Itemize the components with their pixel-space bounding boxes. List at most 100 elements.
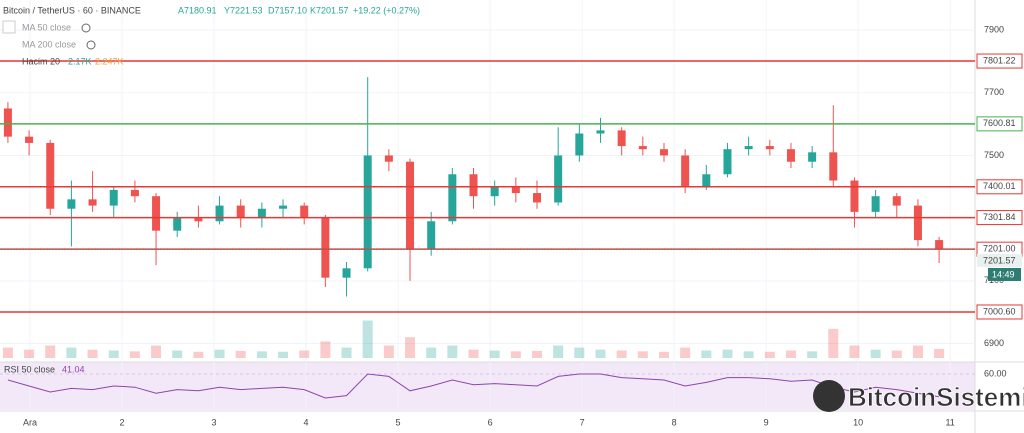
volume-bar: [870, 349, 881, 358]
volume-bar: [722, 349, 733, 358]
candle-body: [300, 205, 309, 219]
levels: 7801.22 7600.81 7400.01 7301.84 7201.00 7000.…: [0, 53, 1023, 320]
candle-body: [744, 146, 753, 150]
volume-bar: [108, 350, 119, 358]
y-tick-label: 7900: [984, 24, 1004, 34]
visibility-icon[interactable]: [81, 23, 91, 33]
candle-body: [659, 149, 668, 156]
candle-body: [935, 240, 944, 249]
y-tick-label: 7500: [984, 150, 1004, 160]
x-tick-label: 5: [396, 417, 401, 427]
volume-bar: [24, 349, 35, 358]
ohlc-high: Y7221.53: [224, 5, 263, 15]
volume-bar: [299, 350, 310, 358]
volume-bar: [912, 345, 923, 358]
x-tick-label: 9: [764, 417, 769, 427]
candle-body: [448, 174, 457, 222]
candle-body: [25, 136, 34, 143]
rsi-label: RSI 50 close: [4, 364, 55, 374]
candle-body: [279, 205, 288, 209]
volume-bar: [320, 341, 331, 358]
volume-bar: [341, 347, 352, 358]
candle-body: [638, 146, 647, 150]
candle-body: [765, 146, 774, 150]
countdown-box: [988, 267, 1021, 281]
volume-value: 2.17K: [68, 56, 92, 66]
volume-bar: [489, 350, 500, 358]
x-tick-label: Ara: [23, 417, 37, 427]
volume-bar: [405, 337, 416, 358]
volume-bar: [510, 351, 521, 358]
volume-bar: [849, 345, 860, 358]
x-tick-label: 10: [853, 417, 863, 427]
y-tick-label: 6900: [984, 338, 1004, 348]
volume-bar: [193, 351, 204, 358]
candle-body: [702, 174, 711, 187]
ohlc-low: D7157.10: [268, 5, 307, 15]
candle-body: [871, 196, 880, 212]
candle-body: [617, 130, 626, 147]
volume-bar: [172, 350, 183, 358]
candle-body: [67, 199, 76, 209]
volume-bar: [785, 350, 796, 358]
volume-bar: [658, 351, 669, 358]
rsi-tick-label: 60.00: [984, 368, 1007, 378]
candle-body: [427, 221, 436, 250]
x-tick-label: 2: [120, 417, 125, 427]
volume-bar: [468, 349, 479, 358]
candle-body: [3, 108, 12, 137]
volume-bar: [616, 350, 627, 358]
volume-bar: [383, 345, 394, 358]
level-label-box: [976, 210, 1023, 226]
collapse-button[interactable]: [2, 20, 16, 34]
ohlc-open: A7180.91: [178, 5, 217, 15]
last-price-box: [977, 253, 1022, 267]
volume-bar: [2, 347, 13, 358]
volume-ma-value: 2.247K: [95, 56, 124, 66]
candle-body: [215, 205, 224, 222]
x-tick-label: 11: [945, 417, 954, 427]
level-label: 7000.60: [983, 306, 1016, 316]
volume-bar: [532, 350, 543, 358]
candles: [3, 77, 944, 297]
volume-bar: [129, 351, 140, 358]
candle-body: [554, 155, 563, 203]
ohlc-close: K7201.57: [310, 5, 349, 15]
candle-body: [363, 155, 372, 269]
watermark-logo: [813, 380, 845, 412]
level-label: 7801.22: [983, 55, 1016, 65]
level-label-box: [976, 53, 1023, 69]
candle-body: [829, 152, 838, 181]
candle-body: [786, 149, 795, 162]
x-tick-label: 4: [304, 417, 309, 427]
level-label: 7201.00: [983, 244, 1016, 254]
visibility-icon[interactable]: [86, 40, 96, 50]
level-label: 7600.81: [983, 118, 1016, 128]
candle-body: [533, 193, 542, 203]
volume-bar: [764, 351, 775, 358]
level-label-box: [976, 116, 1023, 132]
volume-bar: [595, 349, 606, 358]
countdown: 14:49: [992, 269, 1015, 279]
volume-bar: [553, 345, 564, 358]
candle-body: [342, 268, 351, 278]
candle-body: [681, 155, 690, 187]
candle-body: [257, 208, 266, 219]
volume-bar: [743, 351, 754, 358]
volume-label: Hacim 20: [22, 56, 60, 66]
volume-bar: [235, 350, 246, 358]
volume-bar: [807, 351, 818, 358]
volume-bar: [278, 351, 289, 358]
candle-body: [575, 133, 584, 156]
ohlc-change: +19.22 (+0.27%): [353, 5, 420, 15]
candle-body: [850, 180, 859, 212]
candle-body: [490, 186, 499, 197]
candle-body: [384, 155, 393, 162]
indicator-label: MA 50 close: [22, 22, 71, 32]
candle-body: [913, 205, 922, 241]
volume-bar: [151, 345, 162, 358]
volume-bar: [256, 351, 267, 358]
volume-bar: [426, 347, 437, 358]
